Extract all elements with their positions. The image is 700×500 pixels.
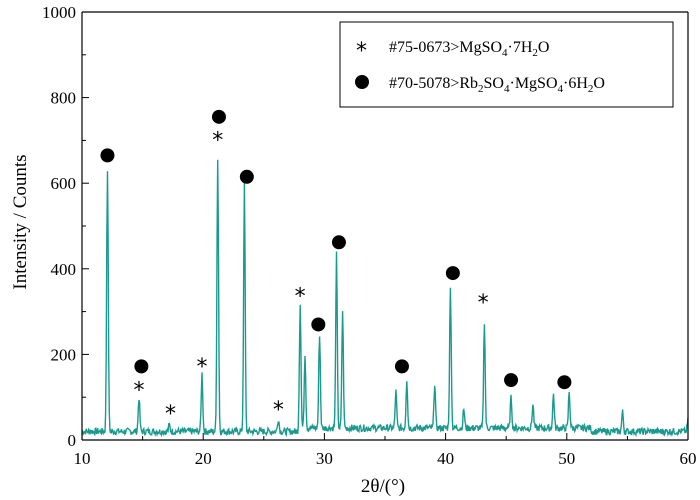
- y-tick-label: 600: [51, 174, 77, 193]
- phase-dot-marker: [557, 375, 572, 390]
- x-tick-label: 20: [195, 449, 212, 468]
- phase-dot-marker: [100, 148, 115, 163]
- x-axis-label: 2θ/(°): [361, 476, 405, 497]
- legend-box: [339, 21, 674, 108]
- y-axis-label: Intensity / Counts: [10, 154, 31, 289]
- x-tick-label: 40: [437, 449, 454, 468]
- phase-dot-marker: [211, 109, 226, 124]
- legend-star-icon: *: [356, 39, 367, 64]
- phase-dot-marker: [134, 359, 149, 374]
- phase-star-marker: *: [133, 379, 144, 404]
- phase-dot-marker: [239, 169, 254, 184]
- x-tick-label: 10: [74, 449, 91, 468]
- phase-star-marker: *: [478, 291, 489, 316]
- y-tick-label: 200: [51, 345, 77, 364]
- pattern-line: [81, 159, 689, 438]
- legend-dot-icon: [355, 75, 369, 89]
- phase-dot-marker: [311, 317, 326, 332]
- phase-dot-marker: [331, 235, 346, 250]
- phase-dot-marker: [394, 359, 409, 374]
- y-tick-label: 400: [51, 260, 77, 279]
- phase-star-marker: *: [273, 398, 284, 423]
- phase-dot-marker: [445, 266, 460, 281]
- x-tick-label: 50: [558, 449, 575, 468]
- phase-star-marker: *: [212, 128, 223, 153]
- x-tick-label: 60: [680, 449, 697, 468]
- phase-dot-marker: [504, 373, 519, 388]
- legend-label-2: #70-5078>Rb2SO4·MgSO4·6H2O: [389, 75, 605, 95]
- phase-star-marker: *: [295, 284, 306, 309]
- y-tick-label: 800: [51, 89, 77, 108]
- phase-star-marker: *: [165, 402, 176, 427]
- legend-label-1: #75-0673>MgSO4·7H2O: [389, 39, 549, 59]
- x-tick-label: 30: [316, 449, 333, 468]
- y-tick-label: 0: [68, 431, 77, 450]
- phase-star-marker: *: [196, 355, 207, 380]
- y-tick-label: 1000: [42, 3, 76, 22]
- legend: * #75-0673>MgSO4·7H2O #70-5078>Rb2SO4·Mg…: [339, 21, 674, 108]
